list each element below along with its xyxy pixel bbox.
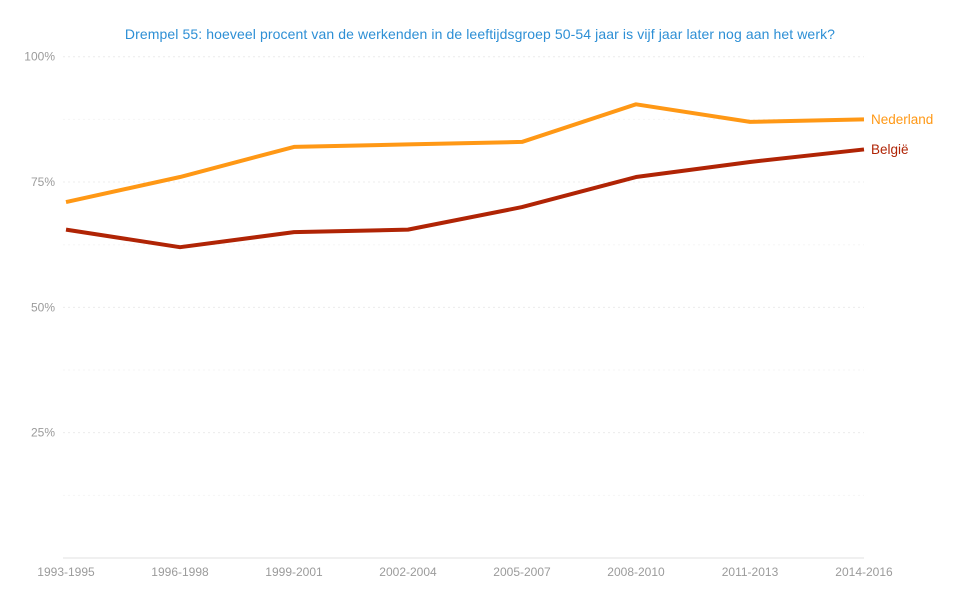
x-tick-label: 1996-1998 xyxy=(151,565,209,579)
series-line-nederland xyxy=(65,102,865,205)
x-tick-label: 2011-2013 xyxy=(722,565,779,579)
x-tick-label: 1993-1995 xyxy=(37,565,95,579)
x-tick-label: 2002-2004 xyxy=(379,565,437,579)
series-line-belgie xyxy=(65,147,865,250)
chart-title: Drempel 55: hoeveel procent van de werke… xyxy=(124,26,836,42)
legend-label-nederland: Nederland xyxy=(871,112,933,127)
y-tick-label: 100% xyxy=(24,50,55,64)
x-tick-label: 2008-2010 xyxy=(607,565,665,579)
y-tick-label: 25% xyxy=(31,426,55,440)
y-tick-label: 75% xyxy=(31,175,55,189)
y-tick-label: 50% xyxy=(31,300,55,314)
x-tick-label: 1999-2001 xyxy=(265,565,323,579)
legend-label-belgie: België xyxy=(871,142,909,157)
x-tick-label: 2005-2007 xyxy=(493,565,551,579)
x-tick-label: 2014-2016 xyxy=(835,565,893,579)
